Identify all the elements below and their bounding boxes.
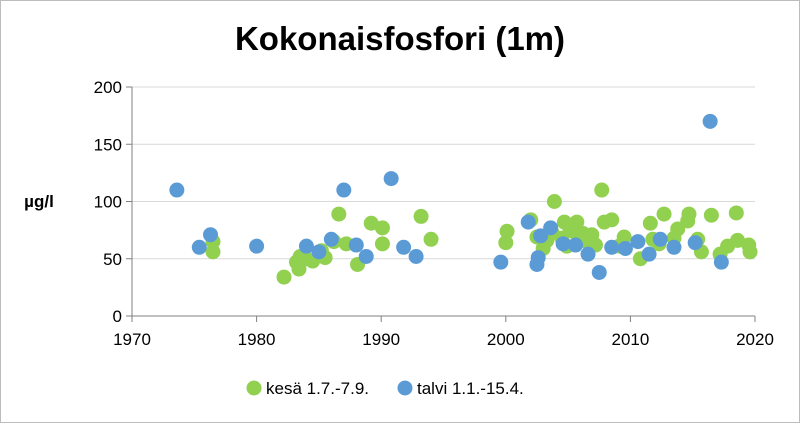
x-tick-label: 1980: [238, 330, 276, 349]
data-point: [670, 221, 686, 237]
x-tick-label: 1970: [113, 330, 151, 349]
x-tick-label: 2000: [487, 330, 525, 349]
x-tick-label: 2010: [611, 330, 649, 349]
legend-label: talvi 1.1.-15.4.: [417, 379, 524, 398]
data-point: [546, 194, 562, 209]
legend-marker: [397, 380, 413, 396]
data-point: [594, 182, 610, 198]
data-point: [311, 244, 327, 260]
data-point: [202, 227, 218, 243]
data-point: [591, 264, 607, 280]
data-point: [604, 239, 620, 255]
data-point: [205, 244, 221, 260]
data-point: [604, 212, 620, 228]
data-point: [742, 244, 758, 260]
y-axis-label: µg/l: [24, 192, 54, 211]
data-point: [298, 238, 314, 254]
data-point: [530, 250, 546, 266]
data-point: [713, 254, 729, 270]
data-point: [702, 113, 718, 129]
chart-title: Kokonaisfosfori (1m): [235, 20, 565, 57]
series-winter: [169, 113, 729, 280]
data-point: [493, 254, 509, 270]
data-point: [543, 220, 559, 236]
data-point: [569, 214, 585, 230]
data-points: [169, 113, 758, 285]
data-point: [642, 215, 658, 231]
data-point: [652, 231, 668, 247]
data-point: [687, 235, 703, 251]
data-point: [363, 215, 379, 231]
data-point: [656, 206, 672, 222]
data-point: [728, 205, 744, 221]
y-tick-label: 150: [94, 135, 122, 154]
data-point: [374, 220, 390, 236]
data-point: [249, 238, 265, 254]
data-point: [580, 246, 596, 262]
series-summer: [205, 182, 758, 285]
axes: [126, 86, 756, 322]
data-point: [331, 206, 347, 222]
tick-labels: 0 50 100 150 200 1970 1980 1990 2000 2010 2020: [94, 78, 774, 349]
data-point: [408, 248, 424, 264]
data-point: [413, 208, 429, 224]
data-point: [568, 237, 584, 253]
data-point: [169, 182, 185, 198]
data-point: [703, 207, 719, 223]
data-point: [498, 235, 514, 251]
y-tick-label: 0: [113, 307, 122, 326]
data-point: [336, 182, 352, 198]
data-point: [323, 231, 339, 247]
y-tick-label: 200: [94, 78, 122, 97]
data-point: [358, 248, 374, 264]
x-tick-label: 1990: [362, 330, 400, 349]
data-point: [348, 237, 364, 253]
legend: kesä 1.7.-7.9. talvi 1.1.-15.4.: [246, 379, 524, 398]
data-point: [191, 239, 207, 255]
data-point: [666, 239, 682, 255]
data-point: [555, 236, 571, 252]
data-point: [291, 261, 307, 277]
data-point: [533, 228, 549, 244]
data-point: [616, 229, 632, 245]
data-point: [617, 240, 633, 256]
legend-marker: [246, 380, 262, 396]
x-tick-label: 2020: [736, 330, 774, 349]
data-point: [396, 239, 412, 255]
data-point: [630, 234, 646, 250]
data-point: [374, 236, 390, 252]
y-tick-label: 50: [103, 250, 122, 269]
data-point: [276, 269, 292, 285]
legend-label: kesä 1.7.-7.9.: [266, 379, 369, 398]
data-point: [520, 214, 536, 230]
data-point: [499, 223, 515, 239]
data-point: [641, 246, 657, 262]
y-tick-label: 100: [94, 193, 122, 212]
data-point: [681, 206, 697, 222]
data-point: [383, 171, 399, 187]
data-point: [423, 231, 439, 247]
data-point: [730, 232, 746, 248]
